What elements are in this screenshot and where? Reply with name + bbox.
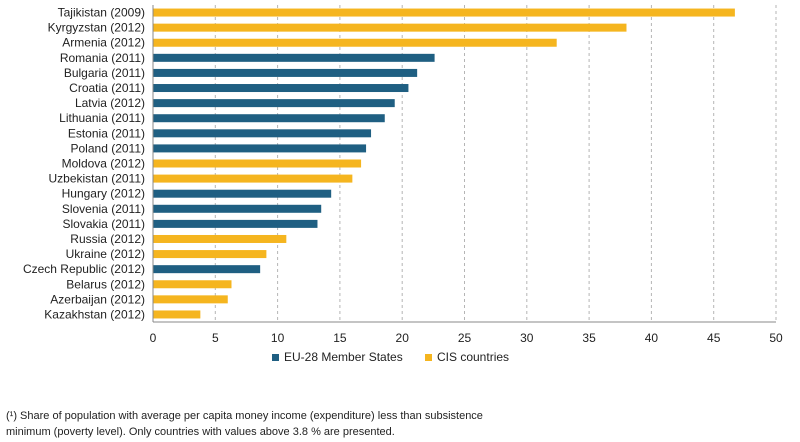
bar [153,8,735,17]
category-label: Hungary (2012) [62,187,145,201]
bar [153,219,318,228]
bar [153,114,385,123]
category-label: Czech Republic (2012) [23,262,145,276]
bar [153,265,261,274]
x-tick-label: 50 [769,331,783,345]
x-tick-label: 15 [333,331,347,345]
x-tick-label: 5 [212,331,219,345]
category-label: Kazakhstan (2012) [44,307,145,321]
category-label: Romania (2011) [60,51,145,65]
footnote-line-1: (¹) Share of population with average per… [6,410,483,422]
bar [153,159,362,168]
x-tick-label: 45 [707,331,721,345]
x-tick-label: 35 [582,331,596,345]
category-label: Latvia (2012) [75,96,145,110]
x-tick-label: 40 [645,331,659,345]
footnote: (¹) Share of population with average per… [6,408,566,440]
x-tick-label: 10 [271,331,285,345]
category-label: Russia (2012) [70,232,145,246]
x-tick-label: 25 [458,331,472,345]
bar [153,174,353,183]
bar [153,38,557,47]
legend-label: EU-28 Member States [284,350,403,364]
bar [153,295,228,304]
category-label: Slovenia (2011) [62,202,145,216]
legend-swatch [272,354,279,361]
legend-label: CIS countries [437,350,509,364]
category-label: Kyrgyzstan (2012) [48,21,145,35]
x-tick-label: 30 [520,331,534,345]
category-label: Armenia (2012) [62,36,145,50]
grid-lines [214,5,777,322]
x-tick-labels: 0 5 10 15 20 25 30 35 40 45 50 [150,331,783,345]
category-label: Lithuania (2011) [59,111,145,125]
category-label: Slovakia (2011) [63,217,146,231]
bar-chart: Tajikistan (2009)Kyrgyzstan (2012)Armeni… [23,5,783,364]
legend: EU-28 Member States CIS countries [272,350,509,364]
bar [153,23,627,32]
category-label: Moldova (2012) [62,157,145,171]
category-label: Croatia (2011) [69,81,145,95]
x-tick-label: 20 [396,331,410,345]
bar [153,68,418,77]
bar [153,129,372,138]
bar [153,234,287,243]
bar [153,280,232,289]
legend-swatch [425,354,432,361]
category-label: Tajikistan (2009) [58,6,145,20]
category-label: Belarus (2012) [66,277,145,291]
bars-group [153,8,735,319]
bar [153,310,201,319]
category-label: Ukraine (2012) [66,247,145,261]
bar [153,53,435,62]
category-label: Uzbekistan (2011) [49,172,146,186]
category-label: Estonia (2011) [68,126,145,140]
category-label: Azerbaijan (2012) [50,292,145,306]
x-tick-label: 0 [150,331,157,345]
bar [153,144,367,153]
bar [153,250,267,259]
category-label: Poland (2011) [71,141,146,155]
bar [153,204,322,213]
category-label: Bulgaria (2011) [64,66,145,80]
category-labels: Tajikistan (2009)Kyrgyzstan (2012)Armeni… [23,6,145,322]
bar [153,84,409,93]
bar [153,99,395,108]
footnote-line-2: minimum (poverty level). Only countries … [6,426,395,438]
bar [153,189,332,198]
